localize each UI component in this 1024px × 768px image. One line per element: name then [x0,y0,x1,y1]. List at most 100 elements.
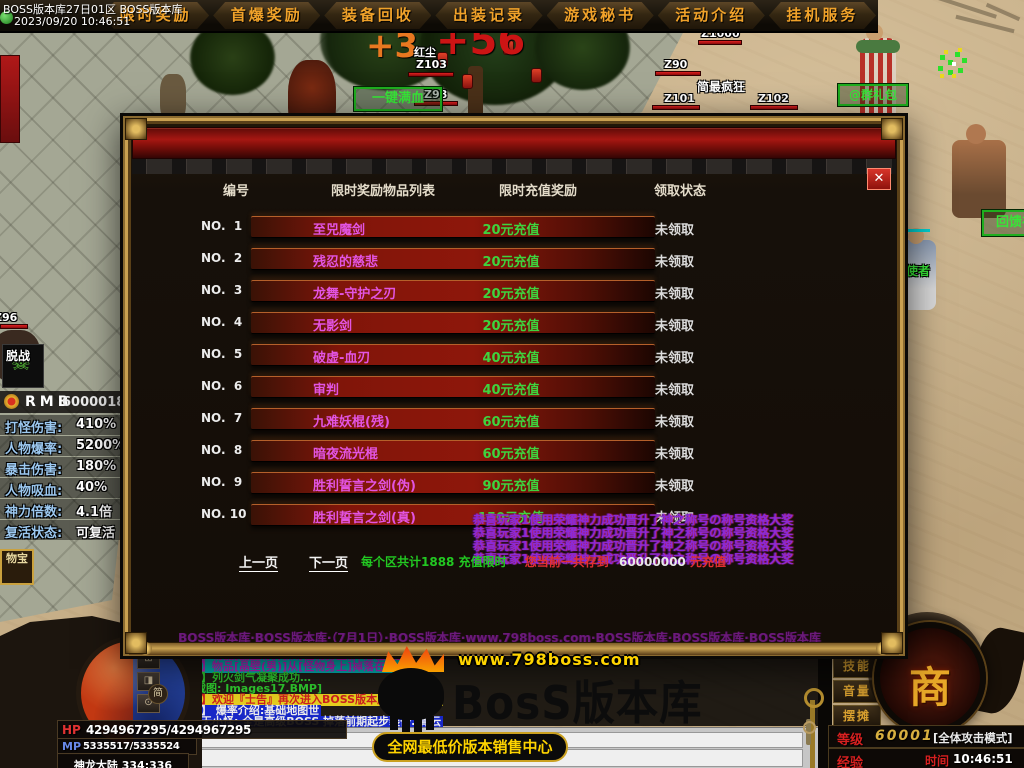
top-menu: 限时奖励 首爆奖励 装备回收 出装记录 游戏秘书 活动介绍 挂机服务 [100,2,878,29]
attack-mode-label: [全体攻击模式] [933,731,1013,745]
stat-label: 人物吸血: [5,484,63,499]
dialog-red-banner [132,127,896,159]
stat-value: 410% [76,417,117,432]
dialog-corner-ornament [125,632,147,654]
claim-status: 未领取 [655,447,695,462]
table-row[interactable]: NO. 8 暗夜流光棍 60元充值 未领取 [123,440,905,462]
dialog-bottom-gold-bar [129,642,899,655]
hp-label: HP [62,723,81,737]
dialog-corner-ornament [125,118,147,140]
player-hp-bar [750,105,798,110]
recharge-requirement: 20元充值 [482,319,540,334]
red-lantern [531,68,542,83]
stat-label: 打怪伤害: [5,421,63,436]
table-row[interactable]: NO. 1 至兕魔剑 20元充值 未领取 [123,216,905,238]
claim-status: 未领取 [655,415,695,430]
row-bar [251,376,655,398]
villager-npc-head [966,124,986,144]
claim-status: 未领取 [655,511,695,526]
table-row[interactable]: NO. 9 胜利誓言之剑(伪) 90元充值 未领取 [123,472,905,494]
server-name: BOSS版本库27日01区 BOSS版本库 [3,3,183,16]
item-name: 破虚-血刃 [313,351,371,366]
feedback-gift-button[interactable]: 回馈礼包 [982,210,1024,236]
rmb-value: 60000188 [62,395,135,410]
column-header-no: 编号 [223,184,250,199]
row-bar [251,504,655,526]
out-of-combat-label: 脱战 [6,349,31,363]
item-name: 无影剑 [313,319,353,334]
close-icon[interactable]: ✕ [867,168,891,190]
player-hp-bar [655,71,701,76]
item-name: 残忍的慈悲 [313,255,379,270]
group-gift-button[interactable]: @群礼包 [838,84,908,106]
minimize-orb-button[interactable]: 简 [148,684,168,704]
claim-status: 未领取 [655,287,695,302]
villager-npc[interactable] [952,140,1006,218]
player-name: Z101 [664,92,695,105]
minimap-dots [932,44,980,80]
table-row[interactable]: NO. 10 胜利誓言之剑(真) 150元充值 未领取 [123,504,905,526]
menu-limited-reward[interactable]: 限时奖励 [102,2,209,29]
gold-staff-decor [810,700,815,768]
item-name: 九难妖棍(残) [313,415,390,430]
server-datetime: 2023/09/20 10:46:51 [14,15,131,28]
chat-line: 【提示】列火剑气凝聚成功… [168,671,311,684]
player-name: 红尘 [414,46,436,59]
stored-notice-text: 您当前一共存到 [524,555,609,569]
map-coordinates: 神龙大陆 334:336 [73,759,173,768]
table-row[interactable]: NO. 2 残忍的慈悲 20元充值 未领取 [123,248,905,270]
dialog-stone-strip [132,159,896,174]
dialog-footer-line: 每个区共计1888 充值限时 您当前一共存到 60000000 元充值 [361,553,726,570]
player-name: 简最疯狂 [697,80,746,94]
chat-scroll-handle[interactable] [803,719,816,745]
row-number: NO. 4 [201,315,243,329]
level-value: 60001 [875,728,934,744]
chat-line: [屏幕截图: Images17.BMP] [168,682,323,695]
skull-icon: ☠ [11,351,31,376]
stat-row: 人物吸血: 40% [0,478,132,499]
stored-amount: 60000000 [618,555,686,569]
one-key-full-hp-button[interactable]: 一键满血 [354,87,442,111]
menu-afk-service[interactable]: 挂机服务 [769,2,876,29]
table-row[interactable]: NO. 7 九难妖棍(残) 60元充值 未领取 [123,408,905,430]
merchant-orb-glyph: 商 [908,663,951,712]
menu-equip-record[interactable]: 出装记录 [435,2,542,29]
watermark: www.798boss.com BosS版本库 全网最低价版本销售中心 [340,645,760,765]
green-gem-icon [0,11,13,24]
item-name: 胜利誓言之剑(伪) [313,479,416,494]
red-lantern [503,40,514,55]
prev-page-button[interactable]: 上一页 [239,552,279,572]
column-header-items: 限时奖励物品列表 [331,184,436,199]
menu-event-intro[interactable]: 活动介绍 [658,2,765,29]
table-row[interactable]: NO. 6 审判 40元充值 未领取 [123,376,905,398]
menu-equipment-recycle[interactable]: 装备回收 [324,2,431,29]
dialog-corner-ornament [881,118,903,140]
table-row[interactable]: NO. 4 无影剑 20元充值 未领取 [123,312,905,334]
table-row[interactable]: NO. 5 破虚-血刃 40元充值 未领取 [123,344,905,366]
table-row[interactable]: NO. 3 龙舞-守护之刃 20元充值 未领取 [123,280,905,302]
stat-value: 4.1倍 [76,505,113,520]
stat-label: 人物爆率: [5,442,63,457]
treasure-button[interactable]: 物宝 [0,549,34,585]
menu-game-secretary[interactable]: 游戏秘书 [547,2,654,29]
out-of-combat-button[interactable]: ☠ 脱战 [2,344,44,388]
player-hp-bar [414,101,458,106]
row-number: NO. 1 [201,219,243,233]
next-page-button[interactable]: 下一页 [309,552,349,572]
cyan-path-line [888,229,930,232]
stat-row: 人物爆率: 5200% [0,436,132,457]
location-readout: 神龙大陆 334:336 [57,753,189,768]
item-name: 龙舞-守护之刃 [313,287,397,302]
row-bar [251,408,655,430]
rmb-label: RMB [25,394,73,410]
time-label: 时间 [925,754,950,768]
row-number: NO. 7 [201,411,243,425]
rmb-row: RMB 60000188 [0,391,135,413]
menu-first-kill-reward[interactable]: 首爆奖励 [213,2,320,29]
claim-status: 未领取 [655,351,695,366]
row-number: NO. 5 [201,347,243,361]
announcement-overlay: 恭喜玩家1使用荣耀神力成功晋升了神之称号の称号资格大奖 恭喜玩家1使用荣耀神力成… [472,513,794,566]
claim-status: 未领取 [655,479,695,494]
item-name: 审判 [313,383,340,398]
recharge-requirement: 60元充值 [482,415,540,430]
